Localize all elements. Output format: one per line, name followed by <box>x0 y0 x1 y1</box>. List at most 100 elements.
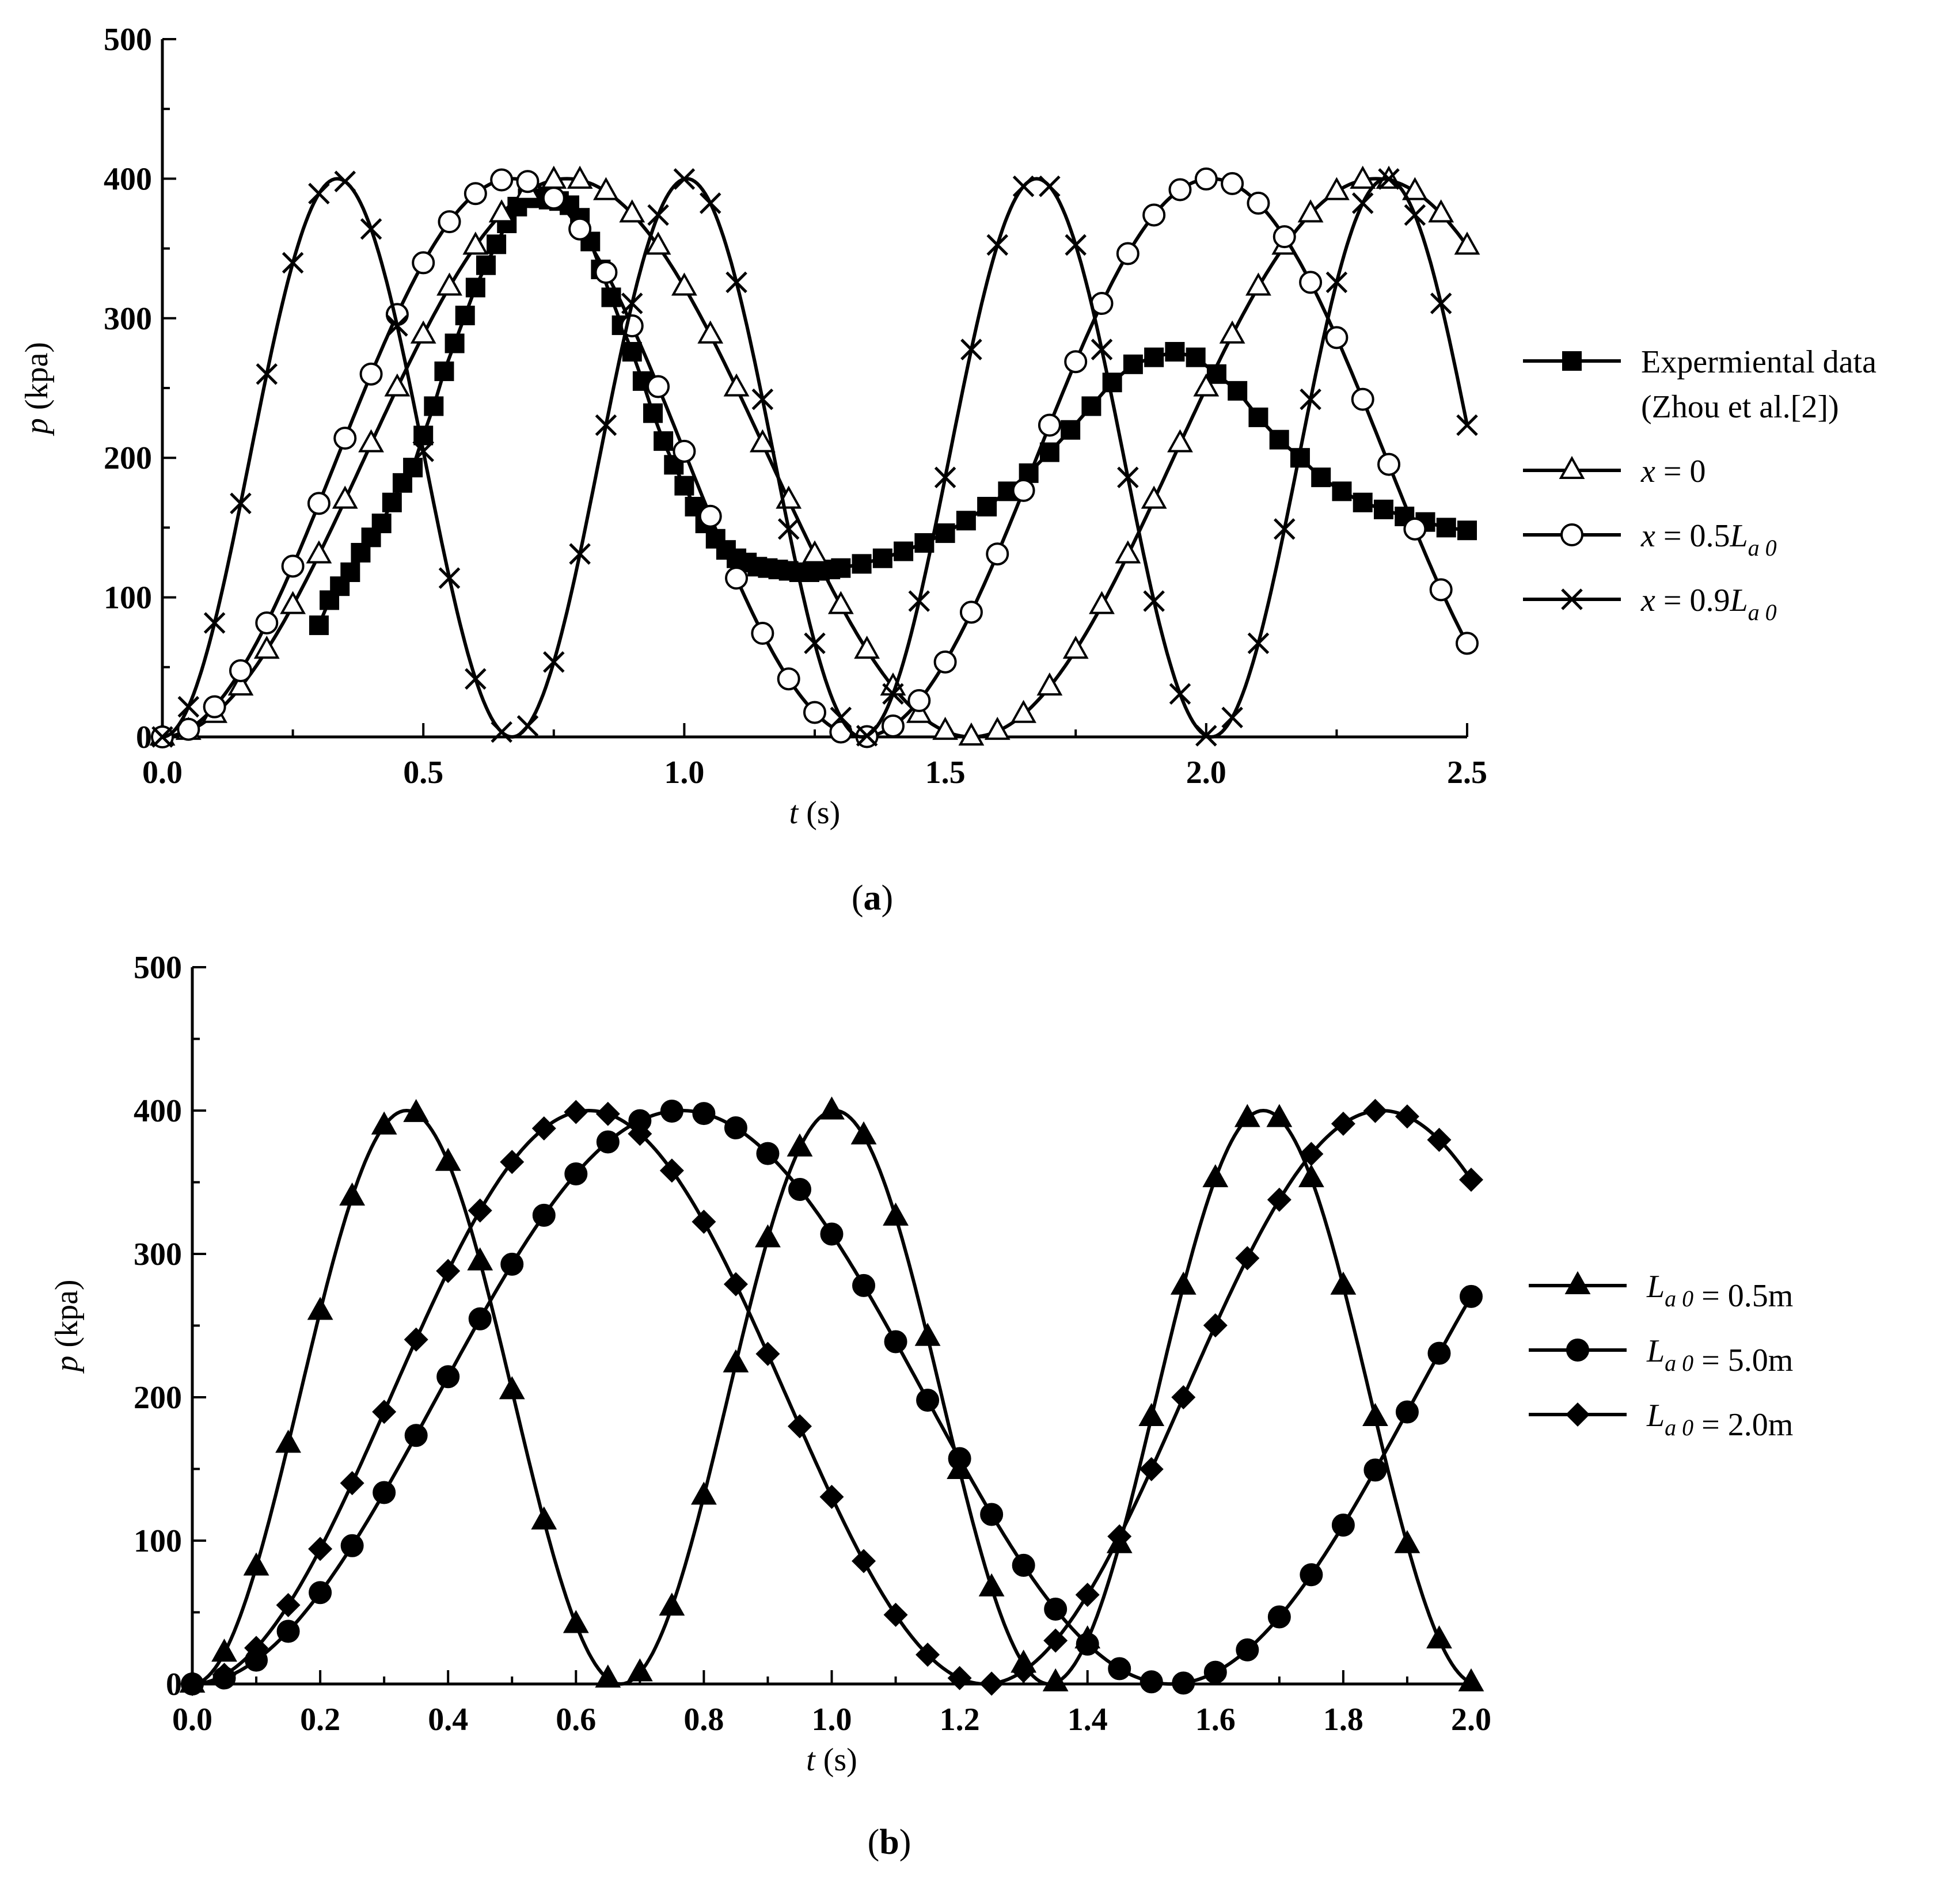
legend-marker <box>1564 1271 1591 1294</box>
data-point <box>229 659 252 682</box>
data-point <box>275 1430 301 1453</box>
data-point <box>276 1592 301 1617</box>
data-point <box>1428 199 1454 223</box>
data-point <box>852 1273 876 1297</box>
data-point <box>1430 292 1452 314</box>
data-point <box>724 1116 747 1140</box>
data-point <box>1123 354 1143 374</box>
x-tick-label: 0.0 <box>142 755 183 790</box>
data-point <box>643 403 663 423</box>
data-point <box>777 518 800 540</box>
data-point <box>1458 1668 1484 1691</box>
data-point <box>723 373 750 397</box>
data-point <box>1401 177 1428 200</box>
data-point <box>852 554 872 574</box>
data-point <box>819 1484 844 1509</box>
data-point <box>500 1150 525 1174</box>
data-point <box>1363 1098 1388 1123</box>
data-point <box>831 558 851 578</box>
x-tick-label: 1.0 <box>664 755 704 790</box>
data-point <box>803 701 826 724</box>
x-tick-label: 1.6 <box>1195 1702 1236 1738</box>
legend-entry: x = 0.5La 0 <box>1523 518 1777 561</box>
data-point <box>1273 225 1296 249</box>
data-point <box>819 1096 845 1120</box>
data-point <box>1235 1246 1260 1271</box>
data-point <box>1331 1513 1355 1537</box>
data-point <box>465 277 485 298</box>
x-tick-label: 2.0 <box>1451 1702 1491 1738</box>
data-point <box>424 396 444 416</box>
data-point <box>673 439 696 463</box>
data-point <box>1170 1271 1196 1295</box>
data-point <box>1427 1341 1451 1365</box>
data-point <box>339 1182 366 1206</box>
data-point <box>384 373 411 397</box>
data-point <box>830 706 852 729</box>
data-point <box>371 1111 397 1135</box>
x-tick-label: 0.5 <box>403 755 443 790</box>
data-point <box>564 1100 588 1124</box>
data-point <box>593 177 619 200</box>
data-point <box>358 429 384 453</box>
data-point <box>436 272 462 296</box>
data-point <box>332 485 358 509</box>
data-point <box>852 1549 876 1573</box>
data-point <box>1219 320 1245 344</box>
data-point <box>956 511 976 531</box>
data-point <box>309 615 329 636</box>
data-point <box>333 427 357 450</box>
x-axis-label: t (s) <box>789 795 841 831</box>
data-point <box>916 1389 940 1412</box>
data-point <box>412 440 434 462</box>
data-point <box>438 567 461 589</box>
legend-entry: La 0 = 0.5m <box>1529 1269 1793 1314</box>
data-point <box>947 1666 972 1690</box>
data-point <box>692 1210 716 1234</box>
legend-entry: La 0 = 2.0m <box>1529 1398 1793 1443</box>
data-point <box>595 414 617 436</box>
data-point <box>1353 492 1373 512</box>
legend-label: La 0 = 2.0m <box>1646 1398 1793 1443</box>
data-point <box>1108 1657 1131 1681</box>
data-point <box>756 1142 780 1165</box>
data-point <box>1456 632 1479 655</box>
data-point <box>1141 485 1167 509</box>
data-point <box>1351 192 1374 214</box>
data-point <box>802 540 828 564</box>
data-point <box>1081 396 1101 416</box>
legend-label: x = 0.5La 0 <box>1640 518 1777 561</box>
data-point <box>723 1272 748 1297</box>
data-point <box>404 1424 428 1447</box>
data-point <box>445 333 465 353</box>
data-point <box>531 1116 556 1141</box>
data-point <box>621 292 643 314</box>
data-point <box>1297 199 1324 223</box>
legend-label: Expermiental data <box>1641 344 1877 380</box>
data-point <box>751 622 774 645</box>
panel-b: 0.0 0.2 0.4 0.6 0.8 1.0 1.2 1.4 1.6 1.8 2.0 0 100 200… <box>49 950 1793 1862</box>
data-point <box>516 170 540 193</box>
data-point <box>1456 414 1478 436</box>
data-point <box>1039 175 1061 197</box>
data-point <box>1142 203 1166 227</box>
data-point <box>1061 420 1081 440</box>
data-point <box>916 1643 940 1667</box>
data-point <box>1378 168 1400 190</box>
data-point <box>1011 700 1036 723</box>
legend-marker <box>1561 588 1583 610</box>
data-point <box>1332 481 1352 501</box>
data-point <box>1038 413 1061 437</box>
data-point <box>1459 1168 1483 1192</box>
x-tick-label: 1.5 <box>925 755 966 790</box>
data-point <box>881 714 905 737</box>
data-point <box>1107 1524 1132 1549</box>
data-point <box>619 199 645 223</box>
data-point <box>1325 326 1349 349</box>
data-point <box>1202 1164 1229 1188</box>
data-point <box>203 695 226 718</box>
data-point <box>1298 1164 1324 1188</box>
x-tick-label: 1.0 <box>812 1702 852 1738</box>
data-point <box>977 497 997 517</box>
